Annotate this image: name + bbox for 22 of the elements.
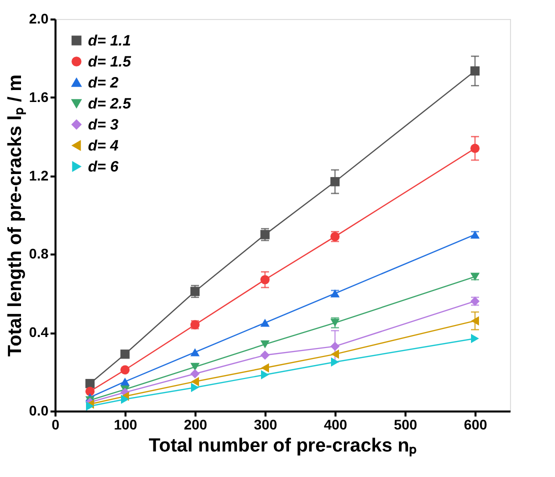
legend-label: d= 3 (88, 116, 120, 134)
y-tick-label: 0.8 (29, 246, 49, 262)
legend-label: d= 2 (88, 74, 120, 92)
x-tick-label: 200 (184, 416, 208, 432)
y-tick-label: 2.0 (29, 10, 49, 26)
x-tick-label: 600 (464, 416, 488, 432)
y-tick-label: 0.4 (29, 324, 49, 340)
x-axis-title: Total number of pre-cracks nₚ (148, 436, 418, 456)
x-tick-label: 500 (394, 416, 418, 432)
y-tick-label: 1.2 (29, 167, 49, 184)
legend-label: d= 6 (88, 158, 120, 176)
legend-label: d= 1.1 (88, 32, 131, 50)
legend-label: d= 1.5 (88, 54, 132, 70)
x-tick-label: 0 (52, 416, 60, 432)
legend-label: d= 2.5 (88, 96, 132, 112)
y-axis-title: Total length of pre-cracks lₚ / m (5, 74, 26, 357)
y-tick-label: 0.0 (29, 402, 49, 418)
legend-label: d= 4 (88, 138, 120, 154)
x-tick-label: 300 (254, 416, 278, 432)
y-tick-label: 1.6 (29, 88, 49, 105)
x-tick-label: 100 (114, 416, 138, 432)
x-tick-label: 400 (324, 416, 348, 432)
